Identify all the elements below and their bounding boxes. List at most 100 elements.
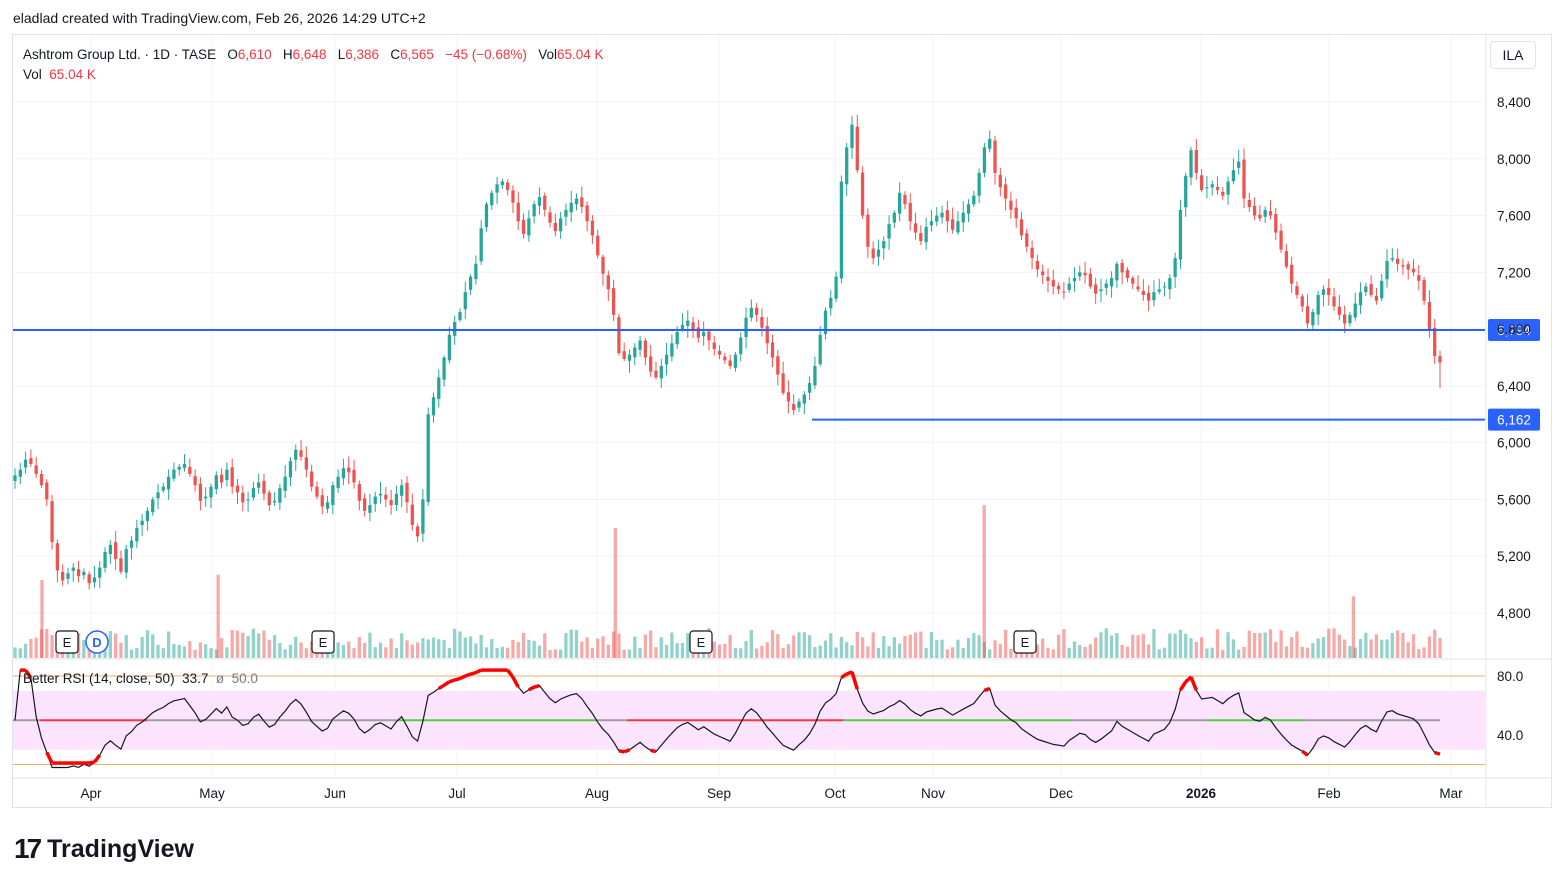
candle-body (776, 356, 780, 375)
volume-bar (447, 648, 452, 658)
rsi-name[interactable]: Better RSI (14, close, 50) (23, 671, 175, 686)
candle-body (754, 307, 759, 315)
volume-bar (829, 633, 833, 658)
volume-bar (786, 644, 791, 658)
rsi-overbought-segment (459, 674, 467, 681)
volume-bar (866, 646, 870, 658)
volume-bar (1348, 645, 1352, 658)
candle-body (1003, 184, 1008, 199)
volume-bar (760, 645, 764, 658)
volume-bar (1406, 642, 1410, 658)
candle-body (39, 473, 44, 486)
candle-body (166, 476, 171, 490)
candle-body (182, 463, 187, 468)
candle-body (876, 249, 881, 257)
candle-body (92, 577, 97, 583)
candle-body (235, 485, 240, 493)
volume-bar (776, 634, 780, 658)
candle-body (940, 212, 944, 218)
price-legend: Ashtrom Group Ltd. · 1D · TASE O6,610 H6… (23, 45, 604, 85)
volume-bar (1364, 632, 1368, 658)
volume-bar (299, 642, 303, 658)
volume-bar (1184, 633, 1188, 658)
time-tick-label: Mar (1439, 786, 1463, 801)
candle-body (490, 192, 494, 206)
volume-bar (1194, 641, 1198, 658)
time-tick-label: Feb (1317, 786, 1340, 801)
volume-study-label[interactable]: Vol (23, 67, 42, 82)
candle-body (903, 194, 907, 205)
volume-bar (421, 638, 425, 658)
candle-body (749, 307, 753, 318)
candle-body (638, 340, 642, 350)
rsi-overbought-segment (1189, 676, 1198, 691)
volume-bar (1226, 632, 1230, 658)
high-label: H (282, 47, 293, 62)
volume-bar (479, 635, 483, 658)
candle-body (431, 397, 436, 416)
candle-body (966, 204, 971, 214)
volume-bar (1438, 638, 1442, 658)
volume-bar (389, 638, 393, 658)
candle-body (813, 366, 817, 386)
volume-bar (1094, 637, 1098, 658)
volume-bar (45, 628, 49, 658)
candle-body (161, 486, 165, 491)
candle-body (1210, 184, 1214, 188)
volume-bar (1374, 634, 1379, 658)
volume-bar (1353, 647, 1357, 658)
volume-bar (1390, 633, 1394, 658)
volume-bar (1046, 648, 1050, 658)
candle-body (1157, 289, 1161, 292)
volume-bar (744, 641, 748, 658)
volume-value: 65.04 K (556, 47, 604, 62)
volume-bar (1343, 639, 1347, 658)
volume-bar (807, 635, 812, 658)
candle-body (807, 383, 812, 393)
candle-body (405, 482, 409, 503)
volume-bar (304, 648, 308, 658)
volume-bar (1242, 646, 1246, 658)
volume-bar (913, 632, 918, 658)
candle-body (119, 558, 123, 572)
candle-body (982, 147, 987, 173)
candle-body (1194, 149, 1198, 173)
volume-bar (294, 636, 298, 658)
volume-bar (198, 642, 203, 658)
candle-body (1104, 283, 1108, 288)
candle-body (696, 327, 701, 338)
volume-bar (378, 642, 383, 658)
rsi-legend: Better RSI (14, close, 50) 33.7 ø 50.0 (23, 671, 258, 686)
volume-bar (394, 648, 399, 658)
volume-bar (511, 639, 515, 658)
support-line-label-bg (1488, 318, 1540, 341)
candle-body (495, 184, 499, 193)
volume-bar (23, 643, 28, 658)
volume-bar (574, 630, 579, 658)
volume-bar (633, 636, 637, 658)
earnings-marker-label: E (697, 635, 706, 650)
candle-body (1136, 286, 1140, 290)
volume-bar (1136, 635, 1140, 658)
volume-bar (664, 644, 669, 658)
time-tick-label: Oct (824, 786, 845, 801)
rsi-oversold-segment (1434, 750, 1441, 756)
horizontal-lines[interactable]: 6,794 6,162 (13, 318, 1540, 431)
candle-body (871, 248, 875, 259)
candle-body (532, 204, 536, 217)
volume-bar (1268, 629, 1273, 658)
candle-body (315, 486, 319, 497)
candle-body (543, 195, 547, 210)
rsi-overbought-segment (983, 686, 991, 693)
tradingview-brand[interactable]: 17 TradingView (14, 833, 194, 865)
candle-body (66, 573, 70, 579)
candle-body (590, 220, 595, 236)
volume-bar (1147, 644, 1151, 658)
volume-bar (50, 635, 54, 658)
currency-button[interactable]: ILA (1490, 41, 1536, 69)
symbol-name[interactable]: Ashtrom Group Ltd. · 1D · TASE (23, 47, 217, 62)
candle-body (882, 241, 886, 249)
volume-bar (1305, 647, 1310, 658)
